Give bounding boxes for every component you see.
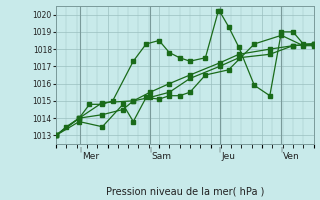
Text: |: | [219, 146, 220, 152]
Text: |: | [280, 146, 282, 152]
Text: |: | [149, 146, 151, 152]
Text: |: | [79, 146, 82, 152]
Text: Pression niveau de la mer( hPa ): Pression niveau de la mer( hPa ) [106, 186, 264, 196]
Text: Ven: Ven [283, 152, 300, 161]
Text: Mer: Mer [82, 152, 99, 161]
Text: Jeu: Jeu [221, 152, 235, 161]
Text: Sam: Sam [152, 152, 172, 161]
